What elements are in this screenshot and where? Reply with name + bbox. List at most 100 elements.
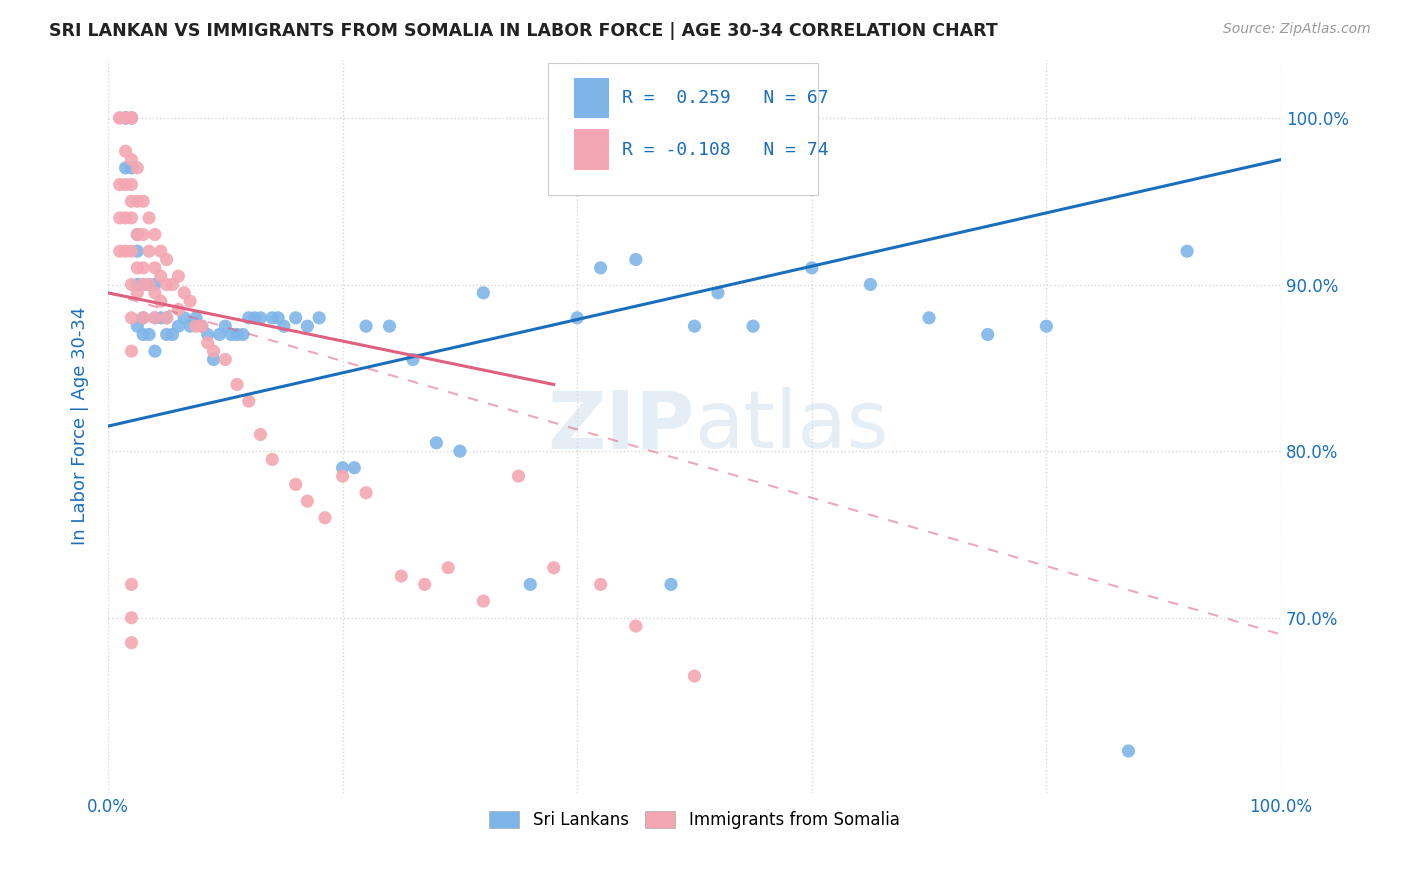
Point (191, 319, 214, 334)
Point (543, 560, 565, 574)
Y-axis label: In Labor Force | Age 30-34: In Labor Force | Age 30-34 (72, 307, 89, 545)
Point (800, 260, 823, 275)
Point (232, 327, 254, 342)
Point (132, 277, 155, 292)
FancyBboxPatch shape (574, 129, 609, 169)
Point (1035, 319, 1057, 334)
Point (191, 319, 214, 334)
Point (707, 285, 730, 300)
Point (127, 277, 149, 292)
Point (413, 577, 436, 591)
Point (425, 435, 447, 450)
Point (127, 194, 149, 209)
Point (402, 352, 425, 367)
Point (472, 285, 495, 300)
Point (267, 310, 290, 325)
Point (127, 244, 149, 259)
Point (120, 178, 142, 192)
Point (143, 277, 166, 292)
Point (297, 494, 319, 508)
Point (219, 327, 242, 342)
Point (120, 111, 142, 125)
Point (284, 310, 307, 325)
Point (659, 577, 682, 591)
Point (173, 285, 195, 300)
Point (149, 310, 172, 325)
Point (589, 577, 612, 591)
Point (214, 319, 236, 334)
Point (472, 594, 495, 608)
Point (120, 577, 142, 591)
Point (184, 310, 207, 325)
Point (156, 310, 179, 325)
Point (354, 319, 377, 334)
Point (120, 111, 142, 125)
Point (108, 244, 131, 259)
Point (143, 310, 166, 325)
Point (156, 252, 179, 267)
Point (132, 260, 155, 275)
Point (859, 277, 882, 292)
Point (108, 178, 131, 192)
Point (202, 344, 225, 359)
Point (120, 611, 142, 625)
Point (138, 244, 160, 259)
Point (143, 344, 166, 359)
Point (173, 310, 195, 325)
Point (273, 319, 295, 334)
Point (508, 469, 530, 483)
Point (132, 327, 155, 342)
Point (167, 319, 190, 334)
Point (437, 560, 460, 574)
Point (1118, 744, 1140, 758)
Point (127, 319, 149, 334)
Point (624, 619, 647, 633)
Point (120, 211, 142, 225)
FancyBboxPatch shape (574, 78, 609, 119)
Point (567, 310, 589, 325)
Point (156, 310, 179, 325)
Text: Source: ZipAtlas.com: Source: ZipAtlas.com (1223, 22, 1371, 37)
Point (127, 260, 149, 275)
Point (120, 277, 142, 292)
Point (132, 227, 155, 242)
Point (284, 477, 307, 491)
Text: R =  0.259   N = 67: R = 0.259 N = 67 (621, 89, 828, 107)
Point (108, 211, 131, 225)
Point (114, 178, 136, 192)
Point (138, 277, 160, 292)
Point (332, 469, 354, 483)
Point (162, 327, 184, 342)
Text: ZIP: ZIP (547, 387, 695, 465)
Point (114, 111, 136, 125)
Point (378, 319, 401, 334)
Point (167, 302, 190, 317)
Point (138, 211, 160, 225)
Point (162, 277, 184, 292)
Point (138, 327, 160, 342)
Point (308, 310, 330, 325)
Point (143, 310, 166, 325)
Point (297, 319, 319, 334)
Point (120, 153, 142, 167)
Text: atlas: atlas (695, 387, 889, 465)
Point (143, 227, 166, 242)
Point (343, 460, 366, 475)
Point (127, 227, 149, 242)
Point (149, 294, 172, 309)
Point (977, 327, 1000, 342)
Point (208, 327, 231, 342)
Point (156, 327, 179, 342)
Point (143, 260, 166, 275)
Point (108, 111, 131, 125)
Point (138, 277, 160, 292)
Point (449, 444, 471, 458)
Point (389, 569, 412, 583)
Point (127, 227, 149, 242)
Point (132, 310, 155, 325)
Point (918, 310, 941, 325)
Point (314, 510, 336, 524)
Point (226, 327, 249, 342)
Text: SRI LANKAN VS IMMIGRANTS FROM SOMALIA IN LABOR FORCE | AGE 30-34 CORRELATION CHA: SRI LANKAN VS IMMIGRANTS FROM SOMALIA IN… (49, 22, 998, 40)
Point (683, 669, 706, 683)
